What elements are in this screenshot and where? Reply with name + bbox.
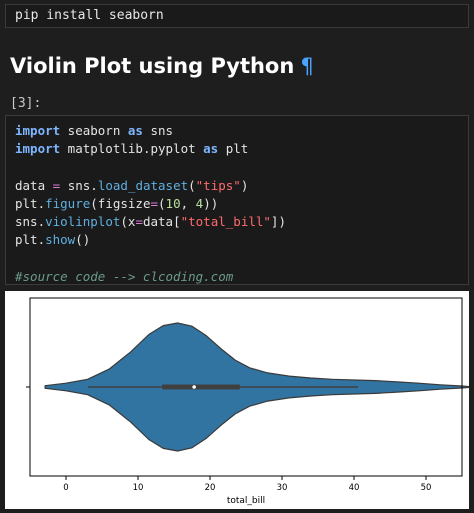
code-token: = [150,195,159,211]
code-token: sns. [15,214,46,230]
code-token: violinplot [45,214,121,230]
code-token: = [52,177,61,193]
install-command: pip install seaborn [15,8,164,23]
violin-iqr-box [162,384,240,390]
code-token: plt. [15,232,46,248]
code-cell[interactable]: import seaborn as sns import matplotlib.… [5,115,469,285]
code-token: ]) [270,214,286,230]
x-tick-label: 50 [421,483,432,493]
code-token: seaborn [60,123,128,138]
code-token: = [135,214,143,230]
code-line: #source code --> clcoding.com [15,269,233,284]
heading-text: Violin Plot using Python [10,54,295,78]
x-axis-label: total_bill [227,496,265,506]
code-line: data = sns.load_dataset("tips") [15,178,248,193]
output-area: 0 10 20 30 40 50 total_bill [5,291,474,509]
code-line: sns.violinplot(x=data["total_bill"]) [15,214,286,229]
code-token: load_dataset [97,177,189,193]
violin-median-marker [192,385,196,389]
code-token: "tips" [195,177,241,193]
code-token: )) [203,195,219,211]
code-token: import [15,141,61,157]
code-token: plt [218,141,249,157]
code-line: plt.show() [15,232,90,247]
code-token: ( [188,177,196,193]
code-token: data [15,177,53,193]
code-token: show [45,232,76,248]
code-token: sns. [60,177,98,193]
code-token: ( [158,195,166,211]
markdown-heading: Violin Plot using Python ¶ [10,54,314,78]
code-token: ) [240,177,249,193]
code-token: , [180,195,196,211]
code-token: (x [120,214,136,230]
x-tick-label: 30 [277,483,288,493]
code-token: figure [45,195,91,211]
code-token: data[ [142,214,181,230]
code-line: import matplotlib.pyplot as plt [15,141,248,156]
code-token: #source code --> clcoding.com [15,268,234,284]
code-token: sns [142,123,174,138]
code-token: as [203,141,219,157]
code-token: plt. [15,195,46,211]
x-tick-label: 20 [205,483,216,493]
code-token: matplotlib.pyplot [60,141,204,157]
code-line: import seaborn as sns [15,123,173,138]
x-tick-label: 10 [133,483,144,493]
code-line: plt.figure(figsize=(10, 4)) [15,196,218,211]
code-token: as [127,123,143,138]
code-editor[interactable]: import seaborn as sns import matplotlib.… [15,122,286,286]
code-token: () [75,232,91,248]
violin-plot-chart: 0 10 20 30 40 50 total_bill [26,297,474,506]
heading-anchor-link[interactable]: ¶ [300,54,314,78]
execution-prompt: [3]: [10,96,42,111]
x-tick-label: 40 [349,483,360,493]
code-token: 4 [195,195,204,211]
x-tick-label: 0 [63,483,68,493]
code-token: 10 [165,195,181,211]
install-code-cell[interactable]: pip install seaborn [5,4,469,28]
code-token: import [15,123,61,138]
code-token: "total_bill" [180,214,271,230]
code-token: (figsize [90,195,151,211]
